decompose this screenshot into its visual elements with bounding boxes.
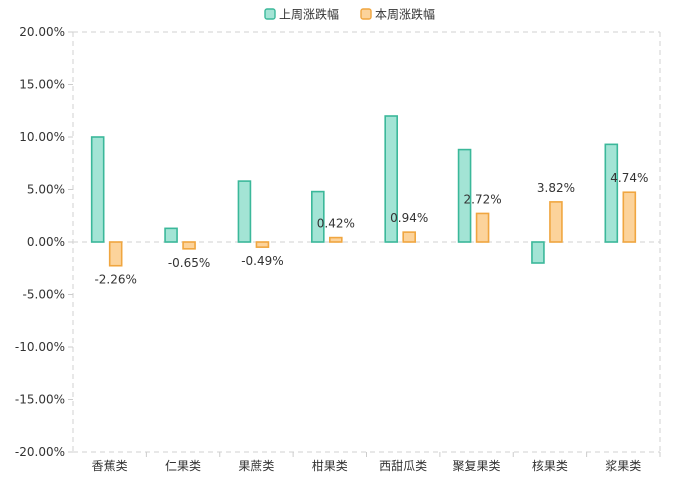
y-tick-label: -20.00% [15,445,65,459]
x-category-label: 西甜瓜类 [379,459,427,473]
data-label: -0.49% [241,254,283,268]
y-axis: 20.00% 15.00% 10.00% 5.00% 0.00% -5.00% -10.00… [15,25,73,459]
x-category-label: 柑果类 [312,458,348,473]
plot-frame [72,31,661,453]
bar-last-week [531,241,545,264]
data-labels: -2.26% -0.65% -0.49% 0.42% 0.94% 2.72% 3.82% 4.… [94,171,648,287]
legend-label-last-week: 上周涨跌幅 [279,7,339,22]
data-label: 4.74% [610,171,648,185]
bar-last-week [90,136,105,243]
bar-last-week [237,180,252,243]
legend-swatch-last-week [264,8,276,20]
bars [90,115,637,267]
bar-this-week [622,191,637,243]
y-tick-label: 15.00% [19,78,65,92]
data-label: -0.65% [168,256,210,270]
data-label: 2.72% [464,192,502,206]
bar-this-week [475,212,490,243]
y-tick-label: -5.00% [23,288,65,302]
x-category-label: 浆果类 [605,458,641,473]
bar-this-week [549,201,563,243]
data-label: 3.82% [537,181,575,195]
data-label: 0.42% [317,217,355,231]
legend-swatch-this-week [360,8,372,20]
legend-label-this-week: 本周涨跌幅 [375,7,435,22]
y-tick-label: -15.00% [15,393,65,407]
bar-last-week [311,190,325,243]
bar-this-week [402,231,416,243]
bar-last-week [164,227,178,243]
bar-last-week [604,143,619,243]
y-tick-label: 10.00% [19,130,65,144]
bar-last-week [384,115,398,243]
legend: 上周涨跌幅 本周涨跌幅 [264,7,435,22]
bar-this-week [329,236,343,243]
y-tick-label: -10.00% [15,340,65,354]
y-tick-label: 20.00% [19,25,65,39]
x-category-label: 果蔗类 [238,459,274,473]
bar-last-week [457,148,472,243]
y-tick-label: 0.00% [27,235,65,249]
bar-this-week [255,241,270,248]
bar-this-week [182,241,196,250]
bar-this-week [108,241,123,267]
data-label: -2.26% [94,273,136,287]
y-tick-label: 5.00% [27,183,65,197]
x-category-label: 香蕉类 [92,459,128,473]
x-category-label: 核果类 [532,459,568,473]
x-category-label: 聚复果类 [453,459,501,473]
data-label: 0.94% [390,211,428,225]
x-category-label: 仁果类 [165,459,201,473]
x-axis: 香蕉类 仁果类 果蔗类 柑果类 西甜瓜类 聚复果类 核果类 浆果类 [92,452,661,473]
